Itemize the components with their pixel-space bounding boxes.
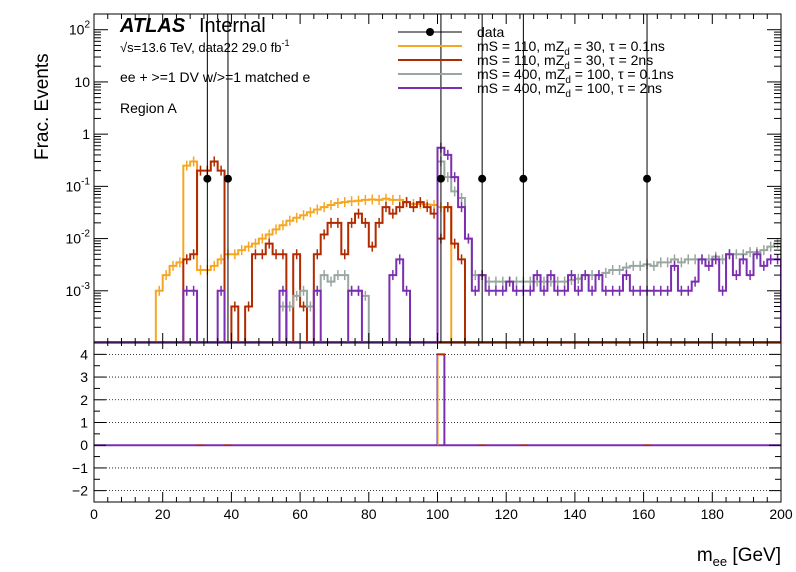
ratio-y-tick-label: 1 bbox=[80, 415, 88, 431]
main-y-tick-mantissa: 1 bbox=[82, 126, 90, 142]
x-axis-label-main: m bbox=[697, 545, 713, 566]
main-y-tick-exponent: -1 bbox=[81, 176, 90, 187]
main-y-tick-label: 10-2 bbox=[66, 229, 91, 247]
data-point bbox=[223, 174, 232, 183]
legend-label-main: mS = 110, mZ bbox=[477, 38, 565, 54]
legend-label-sub: d bbox=[564, 47, 570, 58]
main-y-tick-label: 1 bbox=[82, 126, 90, 142]
main-y-tick-mantissa: 10 bbox=[74, 74, 90, 90]
data-point bbox=[478, 174, 487, 183]
x-axis-label: mee [GeV] bbox=[697, 545, 781, 569]
internal-label: Internal bbox=[199, 15, 266, 37]
x-tick-label: 120 bbox=[495, 506, 519, 522]
legend-label-rest: = 100, τ = 0.1ns bbox=[571, 66, 674, 82]
legend-label-rest: = 100, τ = 2ns bbox=[571, 80, 662, 96]
x-axis-label-sub: ee bbox=[713, 554, 727, 569]
ratio-y-tick-label: 3 bbox=[80, 369, 88, 385]
main-y-tick-label: 10 bbox=[74, 74, 90, 90]
s4-hist-0 bbox=[182, 258, 412, 343]
x-tick-label: 140 bbox=[563, 506, 587, 522]
ratio-y-tick-label: 0 bbox=[80, 437, 88, 453]
atlas-label: ATLAS bbox=[119, 15, 186, 37]
x-axis-label-unit: [GeV] bbox=[727, 545, 781, 566]
energy-text: √s=13.6 TeV, data22 29.0 fb bbox=[120, 40, 281, 55]
main-y-tick-mantissa: 10 bbox=[66, 178, 82, 194]
ratio-y-tick-label: 2 bbox=[80, 392, 88, 408]
main-y-tick-exponent: -3 bbox=[81, 281, 90, 292]
data-point bbox=[203, 174, 212, 183]
ratio-y-tick-label: −2 bbox=[72, 483, 88, 499]
legend-s4-label: mS = 400, mZd = 100, τ = 2ns bbox=[477, 80, 662, 100]
region-label: Region A bbox=[120, 100, 177, 116]
y-axis-label: Frac. Events bbox=[32, 53, 53, 160]
x-tick-label: 40 bbox=[224, 506, 240, 522]
main-y-tick-exponent: -2 bbox=[81, 229, 90, 240]
x-tick-label: 200 bbox=[769, 506, 793, 522]
data-point bbox=[643, 174, 652, 183]
main-y-tick-label: 10-1 bbox=[66, 176, 91, 194]
legend-s3-label: mS = 400, mZd = 100, τ = 0.1ns bbox=[477, 66, 674, 86]
legend-label-main: mS = 400, mZ bbox=[477, 80, 566, 96]
x-tick-label: 0 bbox=[90, 506, 98, 522]
x-tick-label: 80 bbox=[361, 506, 377, 522]
main-y-tick-mantissa: 10 bbox=[66, 231, 82, 247]
legend-label-sub: d bbox=[565, 75, 571, 86]
legend-label-rest: = 30, τ = 2ns bbox=[570, 52, 653, 68]
main-y-tick-label: 102 bbox=[69, 20, 91, 38]
legend-data-label: data bbox=[477, 24, 504, 40]
ratio-y-tick-label: −1 bbox=[72, 460, 88, 476]
x-tick-label: 180 bbox=[701, 506, 725, 522]
main-y-tick-mantissa: 10 bbox=[66, 283, 82, 299]
legend-label-sub: d bbox=[565, 89, 571, 100]
data-point bbox=[519, 174, 528, 183]
ratio-y-tick-label: 4 bbox=[80, 346, 88, 362]
legend-label-main: mS = 110, mZ bbox=[477, 52, 565, 68]
energy-label: √s=13.6 TeV, data22 29.0 fb-1 bbox=[120, 38, 289, 55]
legend-label-main: data bbox=[477, 24, 504, 40]
s1-hist bbox=[154, 160, 453, 343]
x-tick-label: 20 bbox=[155, 506, 171, 522]
main-y-tick-mantissa: 10 bbox=[69, 22, 85, 38]
legend-s2-label: mS = 110, mZd = 30, τ = 2ns bbox=[477, 52, 653, 72]
legend-label-rest: = 30, τ = 0.1ns bbox=[570, 38, 665, 54]
x-tick-label: 60 bbox=[292, 506, 308, 522]
selection-label: ee + >=1 DV w/>=1 matched e bbox=[120, 69, 311, 85]
main-y-tick-label: 10-3 bbox=[66, 281, 91, 299]
legend-label-main: mS = 400, mZ bbox=[477, 66, 566, 82]
legend-s1-label: mS = 110, mZd = 30, τ = 0.1ns bbox=[477, 38, 665, 58]
legend-label-sub: d bbox=[564, 61, 570, 72]
main-y-tick-exponent: 2 bbox=[84, 20, 90, 31]
data-point bbox=[436, 174, 445, 183]
energy-sup: -1 bbox=[281, 38, 289, 48]
x-tick-label: 160 bbox=[632, 506, 656, 522]
x-tick-label: 100 bbox=[426, 506, 450, 522]
legend-data-marker bbox=[426, 28, 434, 36]
